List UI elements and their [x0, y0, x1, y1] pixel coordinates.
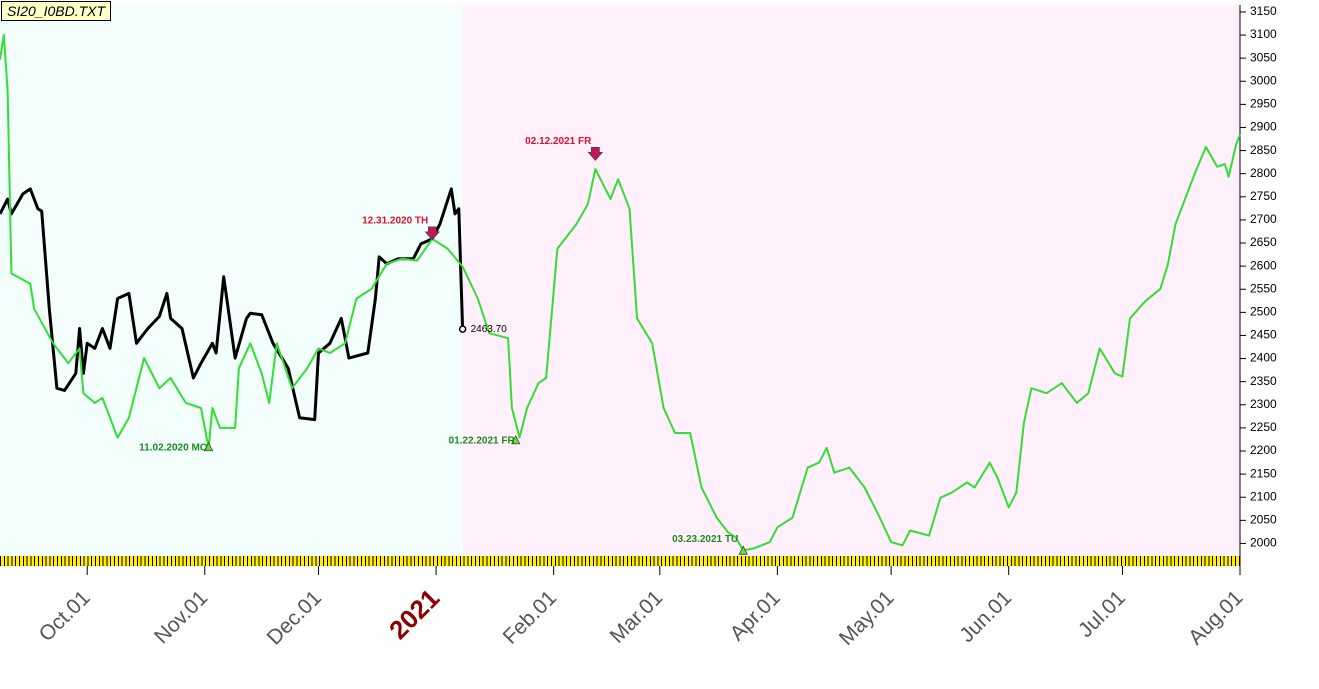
background-history	[0, 5, 463, 555]
x-tick-label: Jul.01	[1074, 586, 1130, 642]
annotation-marker	[203, 441, 214, 452]
y-tick-label: 2850	[1250, 143, 1277, 157]
x-tick-label: Oct.01	[35, 586, 95, 646]
annotation-marker	[424, 226, 441, 241]
x-tick-label: Mar.01	[606, 586, 668, 648]
y-tick-label: 2200	[1250, 443, 1277, 457]
y-tick-label: 2300	[1250, 397, 1277, 411]
y-tick-label: 2500	[1250, 305, 1277, 319]
y-tick-label: 2100	[1250, 489, 1277, 503]
y-tick-label: 2400	[1250, 351, 1277, 365]
annotation-label: 03.23.2021 TU	[672, 534, 738, 545]
x-tick-label: 2021	[383, 583, 445, 645]
y-tick-label: 2650	[1250, 235, 1277, 249]
y-tick-label: 2700	[1250, 212, 1277, 226]
annotation-label: 11.02.2020 MO	[139, 442, 208, 453]
y-tick-label: 3000	[1250, 73, 1277, 87]
y-tick-label: 2000	[1250, 536, 1277, 550]
y-tick-label: 2550	[1250, 281, 1277, 295]
y-tick-label: 2050	[1250, 513, 1277, 527]
y-tick-label: 2750	[1250, 189, 1277, 203]
x-tick-label: May.01	[835, 586, 899, 650]
y-tick-label: 3150	[1250, 4, 1277, 18]
x-tick-label: Dec.01	[263, 586, 326, 649]
y-tick-label: 2950	[1250, 97, 1277, 111]
y-tick-label: 3100	[1250, 27, 1277, 41]
chart-title: SI20_I0BD.TXT	[1, 1, 112, 21]
annotation-marker	[511, 434, 521, 445]
series-line	[0, 187, 465, 422]
background-forecast	[462, 5, 1240, 555]
x-tick-label: Jun.01	[955, 586, 1016, 647]
y-tick-label: 2250	[1250, 420, 1277, 434]
annotation-label: 02.12.2021 FR	[525, 136, 592, 147]
series-line	[0, 34, 1241, 552]
annotation-marker	[587, 147, 604, 161]
x-tick-label: Feb.01	[499, 586, 562, 649]
y-tick-label: 2800	[1250, 166, 1277, 180]
annotation-marker	[738, 545, 748, 555]
annotation-marker	[458, 325, 467, 333]
y-tick-label: 2600	[1250, 258, 1277, 272]
x-ruler	[0, 556, 1240, 566]
y-tick-label: 2450	[1250, 328, 1277, 342]
annotation-label: 01.22.2021 FR	[449, 435, 516, 446]
x-tick-label: Apr.01	[726, 586, 785, 645]
x-tick-label: Nov.01	[150, 586, 212, 648]
annotation-label: 12.31.2020 TH	[362, 216, 428, 227]
y-tick-label: 2150	[1250, 466, 1277, 480]
annotation-label: 2463.70	[471, 324, 508, 335]
x-tick-label: Aug.01	[1184, 586, 1247, 649]
y-tick-label: 3050	[1250, 50, 1277, 64]
y-tick-label: 2350	[1250, 374, 1277, 388]
y-tick-label: 2900	[1250, 120, 1277, 134]
